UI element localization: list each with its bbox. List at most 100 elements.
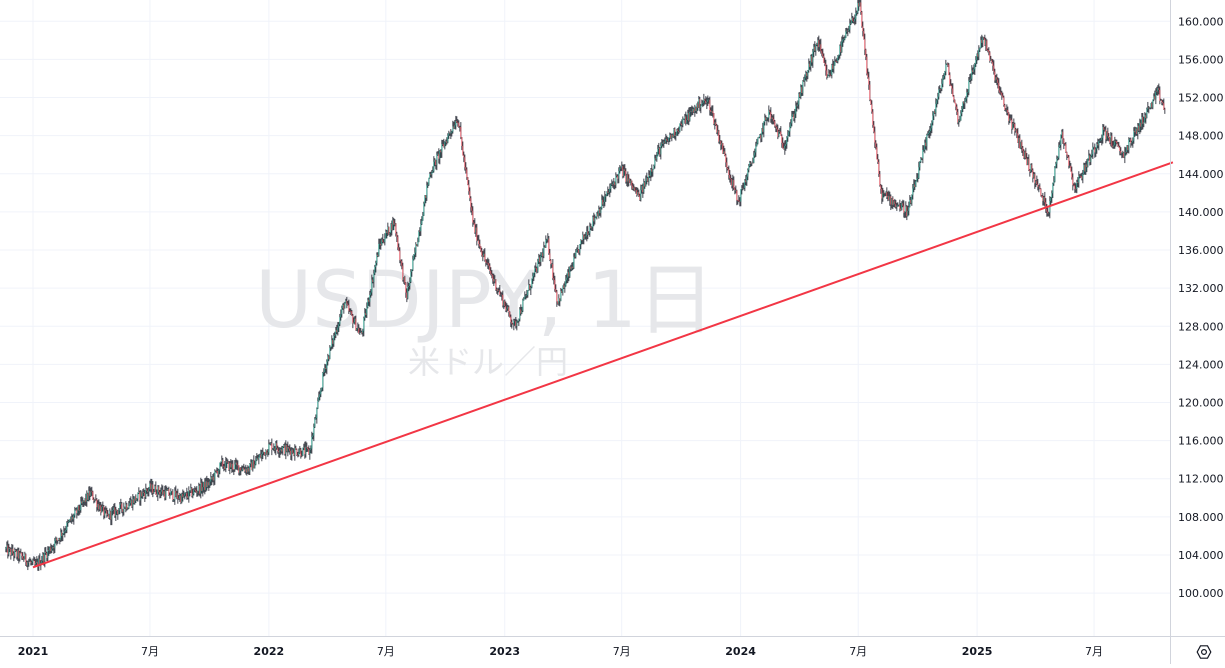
candle-body (473, 222, 475, 224)
candle-body (223, 466, 225, 467)
candle-body (415, 244, 417, 253)
candle-body (399, 250, 401, 261)
candle-body (213, 476, 215, 481)
candle-body (99, 505, 101, 510)
candle-body (591, 227, 593, 229)
candle-body (844, 37, 846, 40)
candle-body (1062, 131, 1064, 140)
trendline-layer[interactable] (32, 161, 1174, 569)
candle-body (190, 488, 192, 492)
candle-body (516, 321, 518, 327)
candle-body (763, 121, 765, 132)
candle-body (333, 335, 335, 344)
candle-body (933, 111, 935, 116)
candle-body (945, 64, 947, 72)
candle-body (1107, 131, 1109, 137)
chart-settings-button[interactable] (1191, 642, 1217, 662)
candle-body (935, 103, 937, 114)
candle-body (650, 169, 652, 177)
candle-body (38, 558, 40, 567)
candle-body (272, 448, 274, 450)
candle-body (1148, 107, 1150, 109)
candle-body (232, 463, 234, 470)
candle-body (549, 253, 551, 260)
candle-body (296, 449, 298, 455)
candle-body (797, 104, 799, 107)
candle-body (756, 143, 758, 147)
candle-body (794, 113, 796, 119)
candle-body (988, 50, 990, 53)
candle-body (122, 509, 124, 512)
candle-body (843, 39, 845, 40)
candle-body (236, 462, 238, 465)
candle-body (451, 131, 453, 133)
candle-body (324, 367, 326, 373)
candle-body (590, 226, 592, 229)
candle-body (88, 491, 90, 500)
candle-body (947, 63, 949, 65)
candle-body (467, 177, 469, 185)
candle-body (862, 26, 864, 32)
candle-body (153, 491, 155, 494)
candle-body (870, 99, 872, 105)
candle-body (357, 328, 359, 329)
candle-body (1008, 112, 1010, 121)
candle-body (1053, 181, 1055, 184)
candle-body (658, 147, 660, 149)
candle-body (453, 126, 455, 129)
candle-body (940, 88, 942, 90)
candle-body (352, 315, 354, 324)
candle-body (1134, 130, 1136, 133)
candle-body (405, 282, 407, 293)
candle-body (1095, 148, 1097, 153)
candle-body (355, 318, 357, 331)
y-tick-label: 144.000 (1178, 168, 1224, 181)
candle-body (879, 173, 881, 186)
candle-body (781, 135, 783, 143)
candle-body (709, 99, 711, 111)
candle-body (533, 272, 535, 277)
candle-body (795, 105, 797, 114)
candle-body (913, 184, 915, 189)
candle-body (273, 448, 275, 450)
candle-body (260, 454, 262, 458)
candle-body (1112, 145, 1114, 147)
candle-body (1124, 151, 1126, 158)
candle-body (57, 540, 59, 541)
candle-body (498, 290, 500, 291)
candle-body (448, 133, 450, 136)
candle-body (426, 185, 428, 198)
candle-body (957, 111, 959, 123)
trendline[interactable] (32, 161, 1174, 569)
candle-body (1013, 123, 1015, 125)
candle-body (960, 113, 962, 121)
candle-body (621, 166, 623, 169)
candle-body (1103, 126, 1105, 130)
candle-body (327, 356, 329, 362)
candle-body (755, 146, 757, 153)
candle-body (721, 143, 723, 145)
candle-body (1164, 109, 1166, 111)
candle-body (818, 40, 820, 48)
candle-body (593, 216, 595, 222)
candle-body (819, 44, 821, 48)
candle-body (353, 322, 355, 324)
candle-body (1078, 175, 1080, 183)
candle-body (206, 481, 208, 488)
candle-body (984, 38, 986, 46)
candle-body (1057, 157, 1059, 159)
candle-body (1038, 186, 1040, 187)
candle-body (373, 273, 375, 283)
candle-body (748, 166, 750, 171)
candle-body (1147, 107, 1149, 110)
candle-body (751, 162, 753, 164)
candle-body (1054, 167, 1056, 182)
candle-body (918, 167, 920, 179)
candle-body (941, 83, 943, 90)
candle-body (1012, 123, 1014, 129)
candle-body (588, 233, 590, 235)
y-tick-label: 136.000 (1178, 244, 1224, 257)
candle-body (371, 279, 373, 293)
